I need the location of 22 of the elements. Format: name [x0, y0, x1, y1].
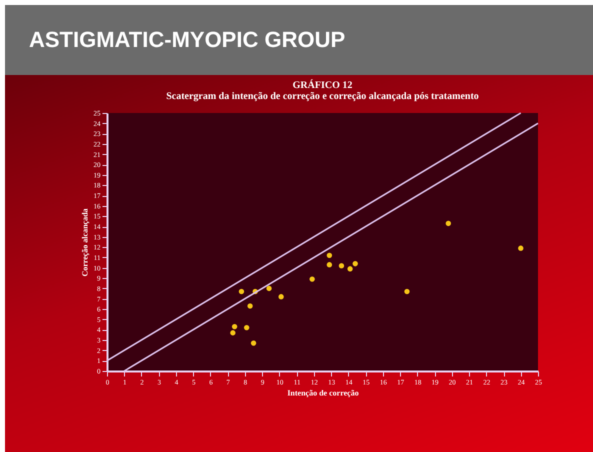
point: [404, 288, 410, 294]
point: [250, 340, 256, 346]
chart-subtitle: GRÁFICO 12: [292, 79, 352, 91]
point: [446, 220, 451, 226]
point: [338, 263, 344, 268]
point: [247, 303, 253, 309]
x-axis-title: Intenção de correção: [287, 388, 359, 398]
point: [326, 252, 332, 258]
point: [266, 286, 272, 292]
point: [230, 330, 236, 336]
point: [238, 288, 244, 294]
point: [326, 262, 332, 268]
point: [310, 276, 315, 282]
text: Scatergram da intenção de correção e correção alcançada pós tratamento: [166, 91, 479, 102]
point: [352, 261, 358, 266]
point: [347, 266, 353, 272]
point: [518, 246, 524, 251]
point: [232, 324, 238, 330]
y-axis-title: Correção alcançada: [80, 208, 90, 277]
point: [244, 325, 250, 330]
chart-title: ASTIGMATIC-MYOPIC GROUP: [5, 5, 593, 75]
point: [278, 294, 284, 300]
